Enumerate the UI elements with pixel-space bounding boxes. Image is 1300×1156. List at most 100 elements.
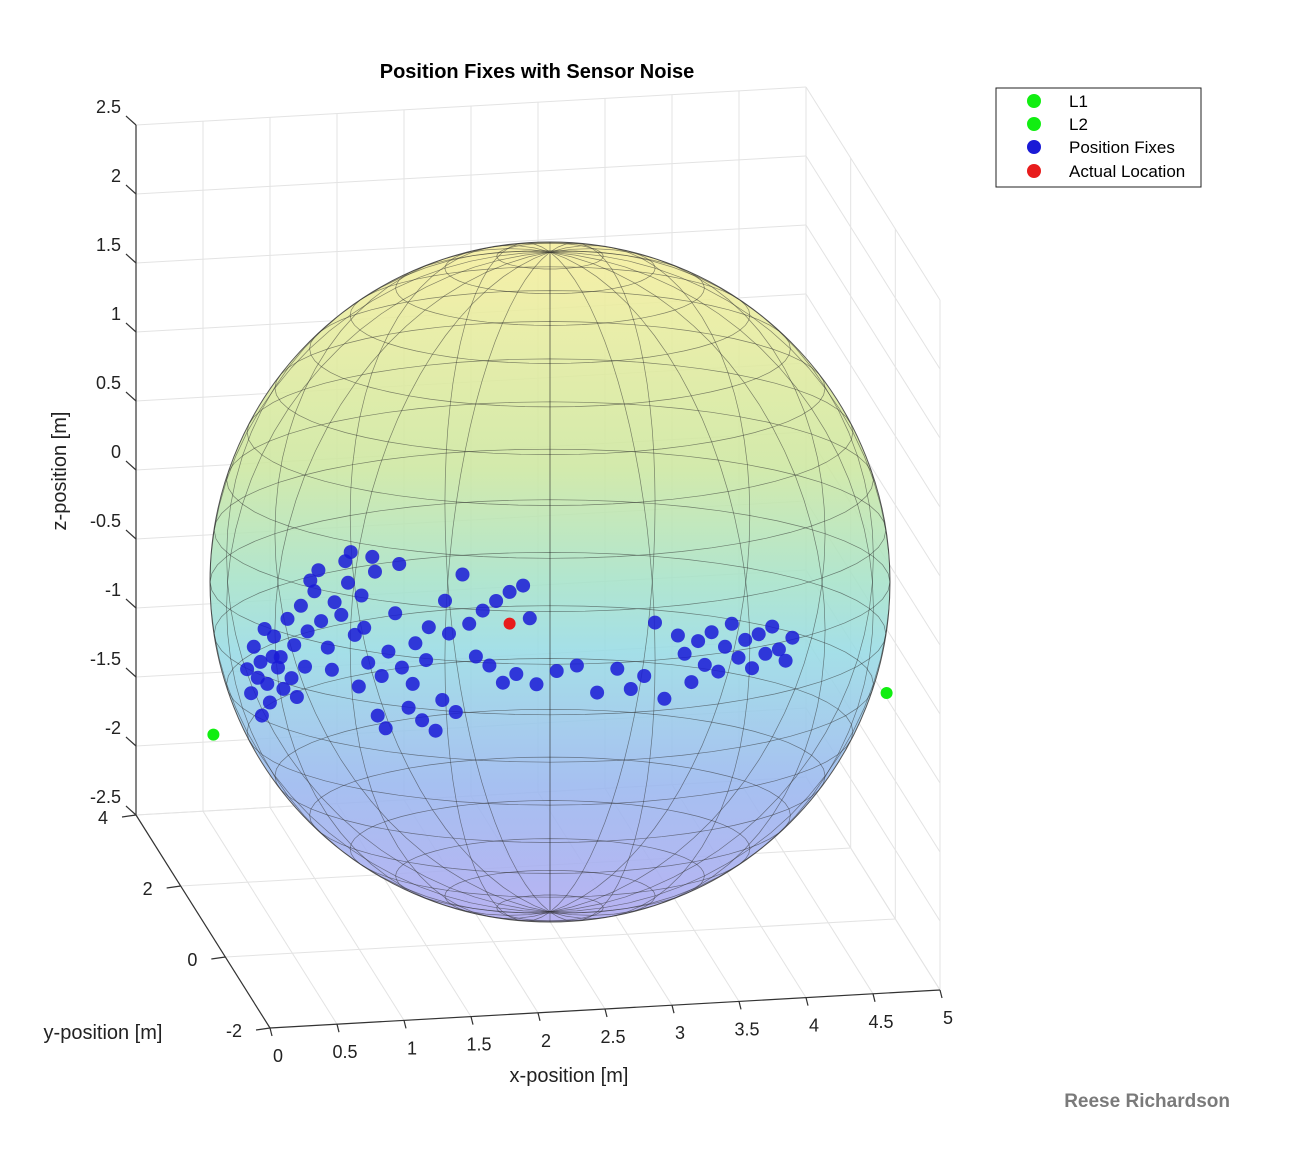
z-tick-label: -1 <box>105 580 121 600</box>
data-point <box>361 655 376 670</box>
data-point <box>381 644 396 659</box>
legend-item-l1: L1 <box>1027 92 1088 111</box>
data-point <box>343 545 358 560</box>
data-point <box>462 616 477 631</box>
data-point <box>370 708 385 723</box>
data-point <box>267 629 281 644</box>
x-tick-label: 3 <box>675 1023 685 1043</box>
x-tick-label: 4.5 <box>868 1012 893 1032</box>
x-tick-label: 0 <box>273 1046 283 1066</box>
legend-marker-l2 <box>1027 117 1041 131</box>
data-point <box>637 669 652 683</box>
data-point <box>320 640 335 655</box>
x-axis-label: x-position [m] <box>510 1065 629 1087</box>
data-point <box>765 619 780 634</box>
z-tick-label: -2 <box>105 718 121 738</box>
data-point <box>489 594 504 608</box>
data-point <box>684 675 699 690</box>
data-point <box>324 662 339 677</box>
author-credit: Reese Richardson <box>1064 1091 1230 1112</box>
data-point <box>438 593 452 608</box>
legend-item-position-fixes: Position Fixes <box>1027 138 1175 157</box>
data-point <box>357 620 372 635</box>
data-point <box>677 646 692 661</box>
data-point <box>648 615 662 630</box>
data-point <box>293 598 308 613</box>
data-point <box>394 660 409 675</box>
data-point <box>253 654 268 669</box>
legend-label-l1: L1 <box>1069 92 1088 111</box>
z-axis-label: z-position [m] <box>49 412 71 531</box>
series-l2 <box>880 687 893 699</box>
data-point <box>758 646 773 661</box>
data-point <box>207 728 220 741</box>
data-point <box>419 653 434 668</box>
series-actual-location <box>503 617 516 630</box>
data-point <box>724 616 739 631</box>
data-point <box>300 624 315 639</box>
z-tick-label: 0 <box>111 442 121 462</box>
y-tick-label: 0 <box>187 950 197 970</box>
data-point <box>262 695 277 710</box>
data-point <box>880 687 893 699</box>
data-point <box>569 658 584 673</box>
data-point <box>697 657 712 672</box>
data-point <box>327 595 342 610</box>
data-point <box>475 603 490 618</box>
data-point <box>529 677 544 692</box>
data-point <box>408 636 423 651</box>
z-tick-label: 1 <box>111 304 121 324</box>
data-point <box>503 617 516 630</box>
legend-marker-actual-location <box>1027 164 1041 178</box>
x-tick-label: 3.5 <box>734 1019 759 1039</box>
data-point <box>265 649 280 664</box>
axes: 0 0.5 1 1.5 2 2.5 3 3.5 4 4.5 5-2024-2.5-2-1.5-1-0… <box>90 97 953 1066</box>
z-tick-label: 1.5 <box>96 235 121 255</box>
z-tick-label: 0.5 <box>96 373 121 393</box>
data-point <box>378 721 393 736</box>
data-point <box>276 681 291 696</box>
legend-item-l2: L2 <box>1027 115 1088 134</box>
data-point <box>691 634 706 649</box>
chart-title: Position Fixes with Sensor Noise <box>380 61 695 83</box>
y-axis-ticks: -2 0 2 4 <box>98 808 271 1041</box>
data-point <box>623 682 638 696</box>
data-point <box>435 693 450 707</box>
data-point <box>455 567 470 582</box>
legend-label-l2: L2 <box>1069 115 1088 134</box>
data-point <box>771 642 786 657</box>
x-tick-label: 2.5 <box>600 1027 625 1047</box>
y-axis-label: y-position [m] <box>44 1022 163 1044</box>
data-point <box>392 557 407 571</box>
data-point <box>244 686 259 701</box>
data-point <box>468 649 483 664</box>
data-point <box>388 606 403 621</box>
x-axis-ticks: 0 0.5 1 1.5 2 2.5 3 3.5 4 4.5 5 <box>269 989 953 1066</box>
data-point <box>778 653 793 668</box>
data-point <box>522 611 537 626</box>
sphere-mesh <box>210 242 890 922</box>
data-point <box>303 573 318 588</box>
z-tick-label: -1.5 <box>90 649 121 669</box>
data-point <box>289 690 304 704</box>
data-point <box>670 628 685 643</box>
data-points <box>207 545 893 741</box>
x-tick-label: 1.5 <box>466 1035 491 1055</box>
x-tick-label: 4 <box>809 1016 819 1036</box>
data-point <box>374 669 389 683</box>
data-point <box>448 705 463 719</box>
z-tick-label: -0.5 <box>90 511 121 531</box>
z-tick-label: -2.5 <box>90 787 121 807</box>
data-point <box>284 671 299 686</box>
x-tick-label: 5 <box>943 1008 953 1028</box>
data-point <box>271 660 285 675</box>
data-point <box>354 588 369 603</box>
x-tick-label: 1 <box>407 1038 417 1058</box>
legend-marker-position-fixes <box>1027 140 1041 154</box>
data-point <box>549 664 564 678</box>
x-tick-label: 0.5 <box>332 1042 357 1062</box>
data-point <box>298 659 312 674</box>
data-point <box>280 611 295 626</box>
data-point <box>368 564 382 579</box>
